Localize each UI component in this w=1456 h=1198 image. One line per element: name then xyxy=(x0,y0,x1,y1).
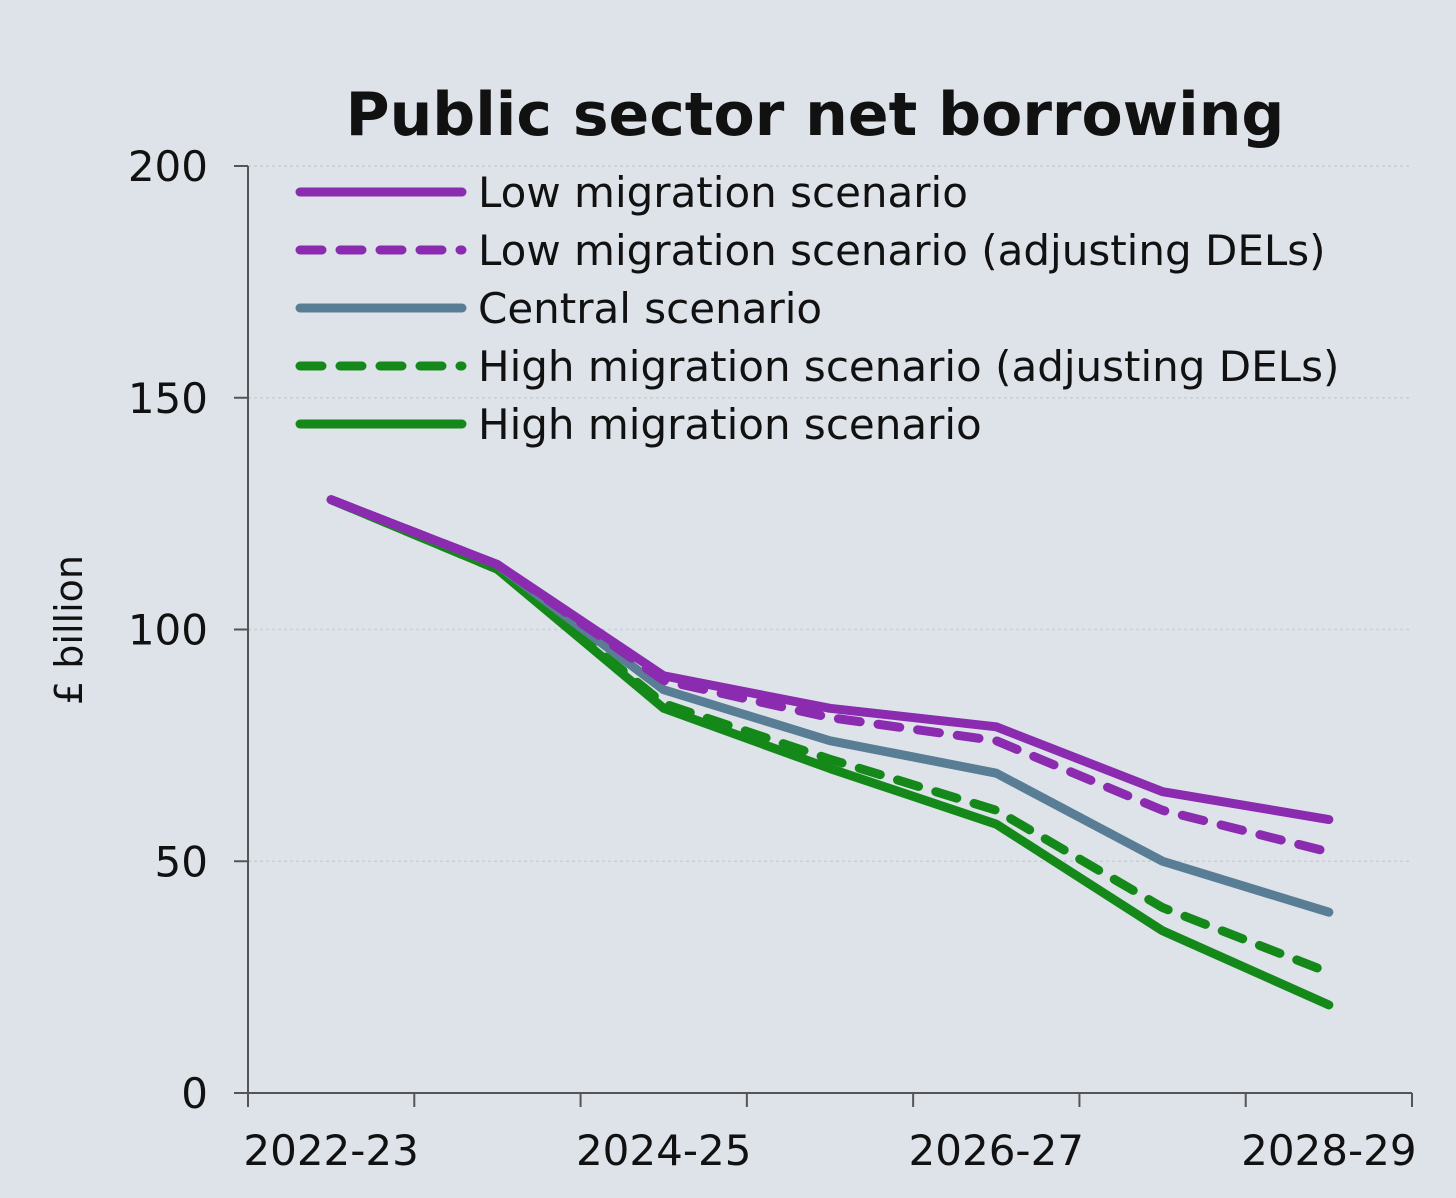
chart-title: Public sector net borrowing xyxy=(346,80,1285,150)
series-layer xyxy=(326,495,1334,1010)
series-line xyxy=(326,495,1334,857)
series-line xyxy=(326,495,1334,1010)
x-tick-label: 2022-23 xyxy=(243,1126,419,1175)
y-axis-label: £ billion xyxy=(47,555,91,705)
legend-label: Low migration scenario (adjusting DELs) xyxy=(478,226,1326,275)
legend: Low migration scenario Low migration scen… xyxy=(295,168,1339,449)
y-tick-label: 150 xyxy=(128,374,208,423)
y-tick-label: 50 xyxy=(155,837,208,886)
legend-label: High migration scenario xyxy=(478,400,982,449)
x-tick-label: 2024-25 xyxy=(576,1126,752,1175)
y-tick-label: 100 xyxy=(128,606,208,655)
axes-layer: 0 50 100 150 200 2022-23 2024-25 2026-27 2028-29 xyxy=(128,142,1417,1175)
y-tick-label: 200 xyxy=(128,142,208,191)
x-tick-label: 2028-29 xyxy=(1241,1126,1417,1175)
grid-layer xyxy=(248,165,1412,862)
series-line xyxy=(326,495,1334,825)
legend-label: High migration scenario (adjusting DELs) xyxy=(478,342,1339,391)
legend-label: Low migration scenario xyxy=(478,168,968,217)
legend-label: Central scenario xyxy=(478,284,822,333)
y-tick-label: 0 xyxy=(181,1069,208,1118)
x-tick-label: 2026-27 xyxy=(909,1126,1085,1175)
